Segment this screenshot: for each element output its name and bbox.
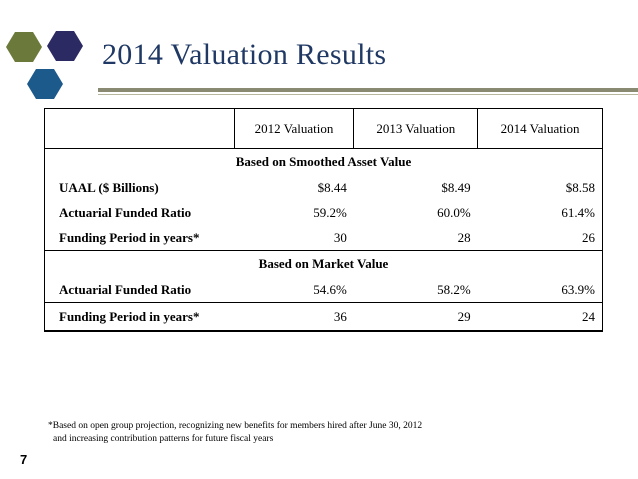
cell-value: 63.9% <box>477 277 603 303</box>
table-header-row: 2012 Valuation 2013 Valuation 2014 Valua… <box>44 108 603 149</box>
column-header: 2013 Valuation <box>353 108 478 149</box>
cell-value: 61.4% <box>477 200 603 225</box>
table-row: Actuarial Funded Ratio 54.6% 58.2% 63.9% <box>44 277 603 303</box>
valuation-table: 2012 Valuation 2013 Valuation 2014 Valua… <box>44 108 603 332</box>
section-heading-row: Based on Market Value <box>44 250 603 277</box>
footnote: *Based on open group projection, recogni… <box>48 420 422 445</box>
section-heading: Based on Smoothed Asset Value <box>44 148 603 175</box>
footnote-line-1: *Based on open group projection, recogni… <box>48 421 423 431</box>
cell-value: 54.6% <box>234 277 354 303</box>
row-label: Actuarial Funded Ratio <box>44 200 235 225</box>
title-divider-thin <box>98 94 638 95</box>
cell-value: 36 <box>234 302 354 332</box>
table-row: UAAL ($ Billions) $8.44 $8.49 $8.58 <box>44 175 603 200</box>
column-header: 2012 Valuation <box>233 108 354 149</box>
footnote-line-2: and increasing contribution patterns for… <box>53 433 274 444</box>
row-label: UAAL ($ Billions) <box>44 175 235 200</box>
table-row: Funding Period in years* 36 29 24 <box>44 302 603 332</box>
blue-hexagon <box>27 69 63 99</box>
row-label: Funding Period in years* <box>44 302 235 332</box>
column-header: 2014 Valuation <box>477 108 603 149</box>
section-heading-row: Based on Smoothed Asset Value <box>44 148 603 175</box>
table-row: Actuarial Funded Ratio 59.2% 60.0% 61.4% <box>44 200 603 225</box>
row-label: Actuarial Funded Ratio <box>44 277 235 303</box>
cell-value: 60.0% <box>437 204 471 220</box>
cell-value: 58.2% <box>353 277 478 303</box>
row-label: Funding Period in years* <box>44 225 235 251</box>
section-heading: Based on Market Value <box>44 250 603 277</box>
cell-value: 24 <box>477 302 603 332</box>
cell-value: 30 <box>234 225 354 251</box>
page-number: 7 <box>20 452 28 467</box>
cell-value: 26 <box>477 225 603 251</box>
cell-value: 59.2% <box>313 204 347 220</box>
cell-value: $8.49 <box>441 179 471 195</box>
cell-value: 29 <box>353 302 478 332</box>
slide-title: 2014 Valuation Results <box>102 38 387 71</box>
navy-hexagon <box>47 31 83 61</box>
title-divider <box>98 88 638 92</box>
hexagon-cluster-icon <box>6 31 83 99</box>
table-row: Funding Period in years* 30 28 26 <box>44 225 603 251</box>
olive-hexagon <box>6 32 42 62</box>
cell-value: $8.58 <box>477 175 603 200</box>
cell-value: 28 <box>353 225 478 251</box>
cell-value: $8.44 <box>317 179 347 195</box>
header-empty-cell <box>44 108 235 149</box>
